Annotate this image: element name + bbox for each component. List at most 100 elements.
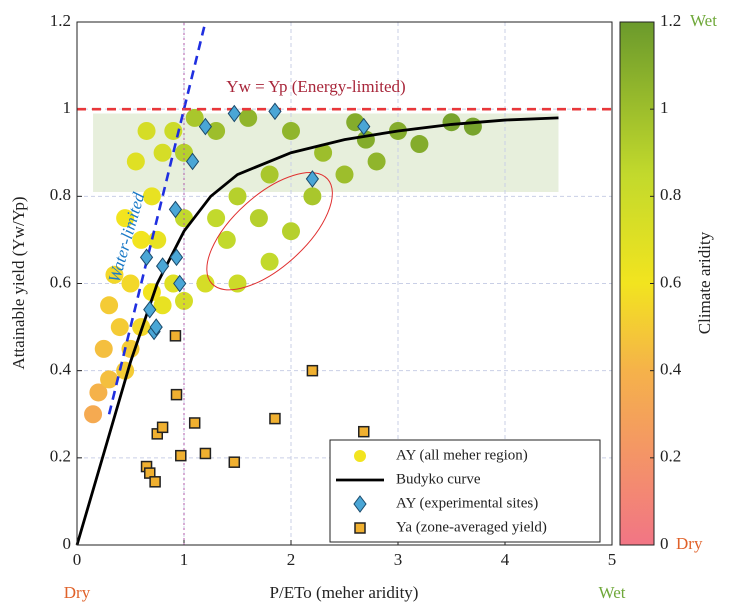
scatter-point: [260, 252, 279, 271]
square-point: [358, 425, 370, 438]
scatter-point: [121, 274, 140, 293]
scatter-point: [335, 165, 354, 184]
scatter-point: [142, 187, 161, 206]
scatter-point: [356, 130, 375, 149]
scatter-point: [442, 113, 461, 132]
scatter-point: [94, 339, 113, 358]
scatter-point: [228, 187, 247, 206]
x-tick-label: 2: [287, 550, 296, 569]
diamond-point: [268, 102, 282, 121]
reference-line: [107, 21, 207, 415]
scatter-point: [110, 318, 129, 337]
scatter-point: [196, 274, 215, 293]
scatter-point: [175, 291, 193, 310]
colorbar-tick-label: 0.8: [660, 185, 681, 204]
square-point: [175, 449, 187, 462]
y-tick-label: 0.4: [50, 360, 72, 379]
colorbar-tick-label: 1.2: [660, 11, 681, 30]
colorbar-tick-label: 0.2: [660, 447, 681, 466]
x-tick-label: 1: [180, 550, 189, 569]
y-tick-label: 0.6: [50, 272, 71, 291]
scatter-point: [153, 143, 172, 162]
diamond-point: [139, 248, 154, 267]
y-tick-label: 0.8: [50, 185, 71, 204]
square-point: [188, 417, 201, 429]
square-point: [156, 421, 169, 434]
diamond-point: [168, 200, 183, 219]
scatter-point: [282, 222, 300, 241]
scatter-point: [132, 230, 151, 249]
scatter-point: [153, 296, 172, 315]
square-point: [149, 476, 161, 488]
scatter-point: [217, 230, 236, 249]
square-point: [306, 364, 319, 377]
colorbar-tick-label: 0.4: [660, 360, 682, 379]
diamond-point: [185, 152, 200, 171]
scatter-point: [84, 405, 103, 424]
legend: AY (all meher region) Budyko curve AY (exp…: [329, 439, 601, 543]
scatter-point: [100, 296, 119, 315]
diamond-point: [357, 117, 371, 136]
scatter-point: [260, 165, 279, 184]
diamond-point: [155, 257, 170, 275]
diamond-point: [149, 318, 163, 336]
legend-label: AY (experimental sites): [396, 495, 538, 511]
y-tick-label: 1.2: [50, 11, 71, 30]
scatter-point: [100, 370, 119, 389]
diamond-point: [143, 300, 157, 319]
annotation: Yw = Yp (Energy-limited): [226, 77, 405, 96]
scatter-point: [185, 108, 204, 127]
square-point: [170, 388, 183, 401]
scatter-point: [314, 143, 333, 162]
colorbar-tick-label: 1: [660, 98, 669, 117]
scatter-point: [367, 152, 386, 171]
scatter-point: [175, 143, 193, 162]
y-tick-label: 0: [63, 534, 72, 553]
y-tick-label: 1: [63, 98, 72, 117]
scatter-point: [410, 135, 429, 154]
diamond-point: [305, 170, 320, 188]
legend-label: Budyko curve: [396, 471, 481, 487]
colorbar-end-label: Wet: [690, 11, 717, 30]
x-tick-label: 3: [394, 550, 403, 569]
highlight-ellipse: [206, 172, 333, 291]
legend-label: AY (all meher region): [396, 447, 528, 463]
x-tick-label: 0: [73, 550, 82, 569]
scatter-point: [282, 121, 300, 140]
scatter-point: [121, 339, 140, 358]
legend-label: Ya (zone-averaged yield): [396, 519, 547, 535]
x-tick-label: 5: [608, 550, 617, 569]
plot-frame: [76, 21, 613, 546]
diamond-point: [173, 274, 187, 293]
scatter-point: [89, 383, 108, 402]
scatter-point: [303, 187, 322, 206]
scatter-point: [126, 152, 145, 171]
diamond-point: [169, 248, 184, 267]
x-end-label: Dry: [64, 583, 91, 602]
scatter-point: [105, 265, 124, 284]
legend-marker: [354, 522, 366, 534]
colorbar: [619, 21, 655, 546]
budyko-curve: [75, 116, 559, 546]
legend-marker: [353, 495, 367, 513]
square-point: [169, 330, 182, 342]
legend-box: [329, 439, 601, 543]
scatter-point: [239, 108, 258, 127]
diamond-point: [227, 104, 241, 123]
square-point: [199, 447, 212, 460]
scatter-point: [207, 209, 226, 228]
y-axis-label: Attainable yield (Yw/Yp): [9, 196, 28, 369]
square-point: [228, 456, 241, 468]
square-point: [269, 412, 281, 425]
scatter-point: [116, 209, 135, 228]
x-tick-label: 4: [501, 550, 510, 569]
y-tick-label: 0.2: [50, 447, 71, 466]
legend-marker: [354, 450, 366, 462]
scatter-point: [137, 121, 156, 140]
colorbar-tick-label: 0.6: [660, 272, 681, 291]
colorbar-tick-label: 0: [660, 534, 669, 553]
colorbar-end-label: Dry: [676, 534, 703, 553]
scatter-point: [249, 209, 268, 228]
diamond-point: [198, 117, 213, 136]
